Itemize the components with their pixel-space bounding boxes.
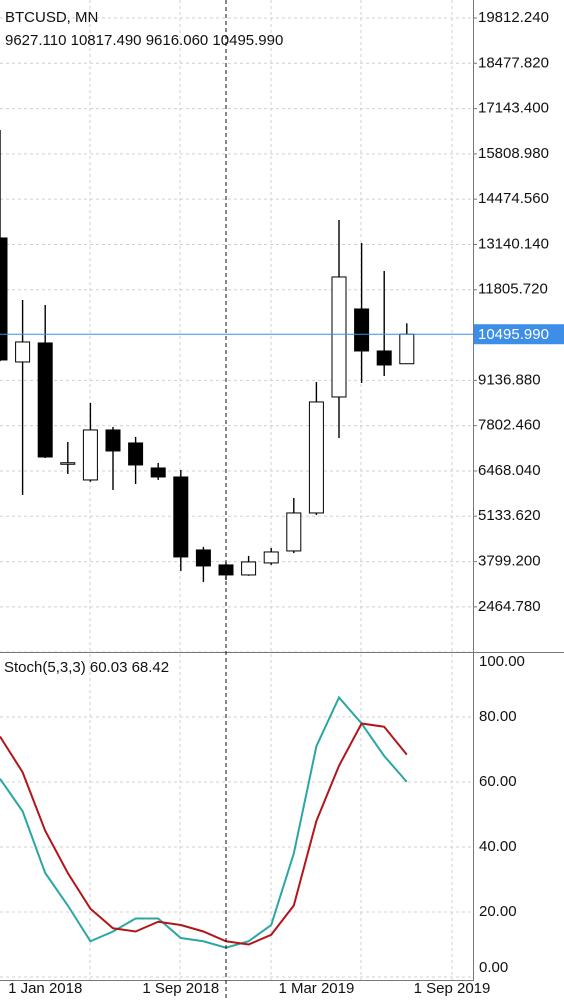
candle-body [399,333,415,365]
y-tick-label: 15808.980 [478,145,549,162]
y-tick-label: 20.00 [479,903,517,920]
candle-body [150,467,166,478]
y-tick-label: 80.00 [479,708,517,725]
x-tick-label: 1 Sep 2018 [142,980,219,997]
y-tick-label: 18477.820 [478,54,549,71]
grid [0,0,473,980]
candle-body [82,429,98,481]
ohlc-readout: 9627.110 10817.490 9616.060 10495.990 [5,32,283,49]
y-tick-label: 3799.200 [478,553,541,570]
x-tick-label: 1 Sep 2019 [414,980,491,997]
y-tick-label: 13140.140 [478,235,549,252]
x-tick-label: 1 Jan 2018 [8,980,82,997]
y-tick-label: 19812.240 [478,9,549,26]
indicator-title: Stoch(5,3,3) 60.03 68.42 [4,659,169,676]
y-tick-label: 6468.040 [478,462,541,479]
candle-body [128,442,144,466]
y-tick-label: 2464.780 [478,598,541,615]
candle-body [37,342,53,458]
y-tick-label: 7802.460 [478,417,541,434]
y-tick-label: 11805.720 [478,281,548,298]
candle-body [173,476,189,558]
y-tick-label: 100.00 [479,653,525,670]
plot [0,129,473,949]
candle-body [308,401,324,514]
y-tick-label: 0.00 [479,959,508,976]
stoch-line [0,695,408,949]
candle-body [354,308,370,352]
candle-body [331,276,347,398]
y-tick-label: 14474.560 [478,190,549,207]
y-tick-label: 5133.620 [478,507,541,524]
candle-body [241,561,257,576]
y-tick-label: 9136.880 [478,371,541,388]
candle-body [263,551,279,564]
x-tick-label: 1 Mar 2019 [278,980,354,997]
y-tick-label: 17143.400 [478,100,549,117]
current-price-label: 10495.990 [478,326,549,343]
current-price-box [474,324,564,345]
y-tick-label: 40.00 [479,838,517,855]
candle-body [0,237,8,361]
candle-body [286,512,302,552]
candle-body [15,341,31,363]
candle-body [60,462,76,465]
candle-body [195,549,211,567]
y-tick-label: 60.00 [479,773,517,790]
stoch-line [0,722,408,946]
candle-body [105,429,121,452]
chart-title: BTCUSD, MN [5,9,98,26]
candle-body [376,350,392,366]
